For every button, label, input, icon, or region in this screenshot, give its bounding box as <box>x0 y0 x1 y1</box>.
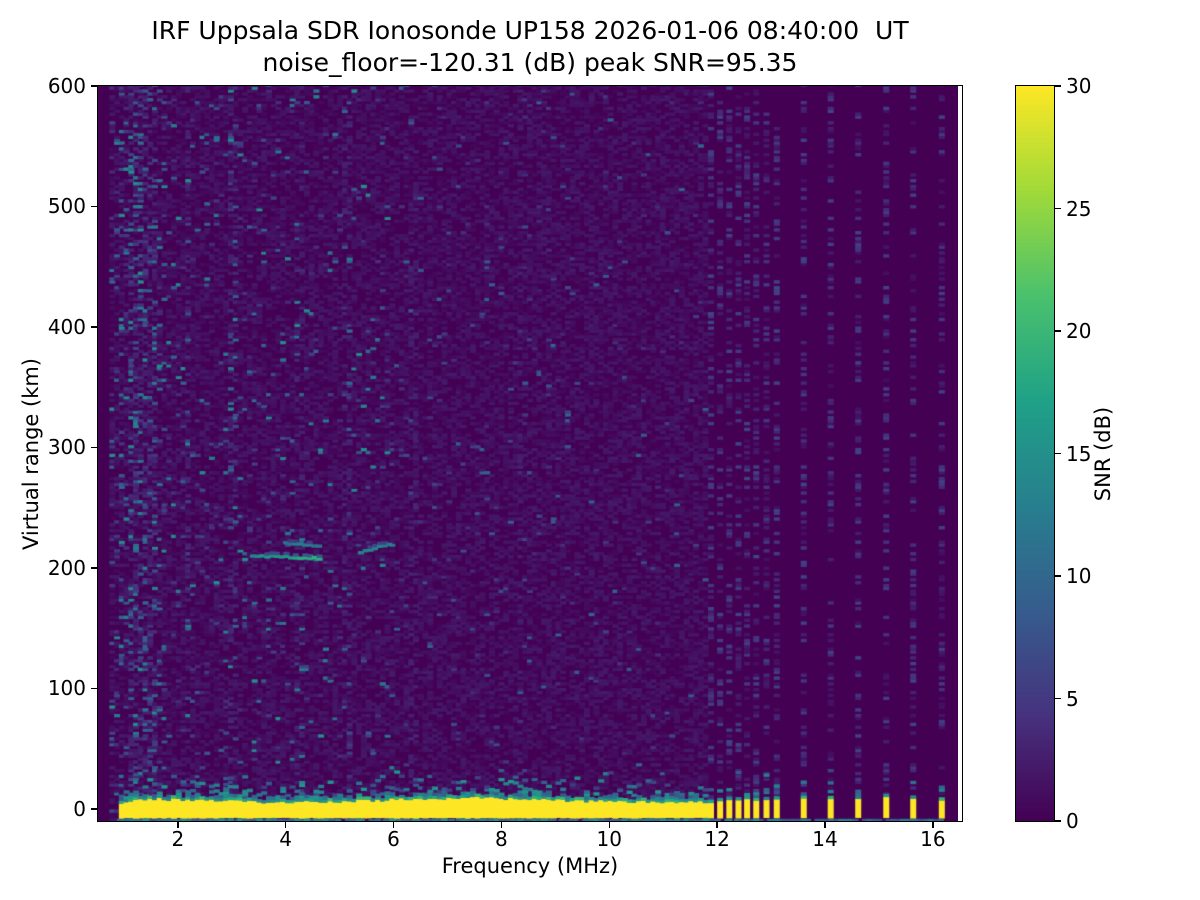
colorbar-tick-label: 0 <box>1066 809 1079 833</box>
y-tick-label: 500 <box>47 194 86 219</box>
chart-title: IRF Uppsala SDR Ionosonde UP158 2026-01-… <box>151 16 909 45</box>
x-tick <box>284 822 287 828</box>
x-tick-label: 16 <box>920 827 946 851</box>
chart-subtitle: noise_floor=-120.31 (dB) peak SNR=95.35 <box>262 48 798 77</box>
x-tick <box>392 822 395 828</box>
x-tick-label: 12 <box>704 827 730 851</box>
colorbar-tick <box>1055 452 1061 455</box>
x-tick <box>716 822 718 828</box>
y-tick <box>91 567 97 569</box>
x-tick-label: 14 <box>812 827 838 851</box>
x-tick-label: 10 <box>596 827 622 851</box>
colorbar-tick-label: 10 <box>1066 564 1092 588</box>
colorbar-tick-label: 30 <box>1066 74 1092 98</box>
colorbar-gradient <box>1016 86 1054 821</box>
y-tick <box>91 326 97 328</box>
y-tick <box>91 687 97 690</box>
colorbar-tick <box>1055 820 1061 822</box>
x-tick <box>932 822 934 828</box>
y-tick-label: 600 <box>47 74 86 98</box>
x-tick-label: 2 <box>171 827 185 851</box>
colorbar-tick-label: 25 <box>1066 196 1092 221</box>
x-tick <box>500 822 503 828</box>
y-tick <box>91 808 97 810</box>
colorbar-tick-label: 20 <box>1066 319 1092 343</box>
x-tick-label: 4 <box>279 827 293 851</box>
x-tick <box>608 822 611 828</box>
x-tick-label: 6 <box>387 827 400 851</box>
colorbar-tick-label: 15 <box>1066 441 1092 466</box>
x-tick <box>824 822 826 828</box>
y-tick-label: 200 <box>47 555 86 580</box>
colorbar-tick <box>1055 697 1061 700</box>
colorbar-tick <box>1055 575 1061 577</box>
colorbar-tick-label: 5 <box>1066 686 1079 711</box>
x-tick-label: 8 <box>495 827 508 851</box>
y-tick-label: 0 <box>73 796 86 821</box>
colorbar-tick <box>1055 207 1061 210</box>
colorbar-tick <box>1055 330 1061 332</box>
x-tick <box>177 822 179 828</box>
y-tick-label: 400 <box>47 314 86 339</box>
x-axis-label: Frequency (MHz) <box>441 854 619 878</box>
y-tick <box>91 205 97 208</box>
y-tick <box>91 85 97 87</box>
y-tick-label: 300 <box>47 435 86 460</box>
colorbar-tick <box>1055 85 1061 87</box>
y-tick-label: 100 <box>47 676 86 701</box>
y-tick <box>91 446 97 449</box>
ionogram-heatmap <box>98 86 958 821</box>
